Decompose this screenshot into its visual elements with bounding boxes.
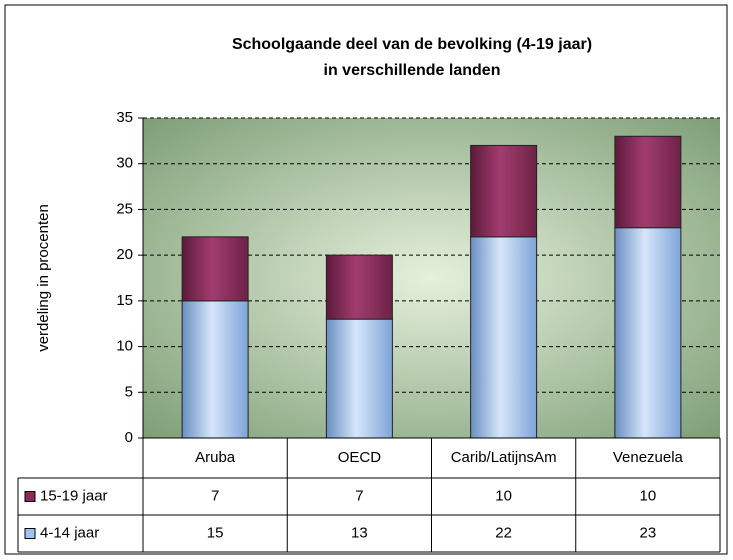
x-tick-label: Aruba [195,449,236,466]
table-value: 23 [640,524,657,541]
bar-segment [325,254,393,320]
y-tick-label: 5 [125,383,133,400]
bar-segment [181,300,249,439]
y-tick-label: 20 [116,246,133,263]
bar-segment [470,236,538,439]
x-tick-label: OECD [338,449,382,466]
bar-segment [614,135,682,229]
x-tick-label: Venezuela [613,449,684,466]
legend-key [24,528,36,539]
bar-segment [181,236,249,302]
table-value: 7 [355,487,363,504]
table-value: 7 [211,487,219,504]
table-value: 15 [207,524,224,541]
y-tick-label: 0 [125,429,133,446]
table-value: 22 [495,524,512,541]
y-tick-label: 35 [116,109,133,126]
chart-title: Schoolgaande deel van de bevolking (4-19… [232,36,592,53]
y-tick-label: 30 [116,155,133,172]
table-value: 10 [495,487,512,504]
bar-segment [325,318,393,439]
legend-label: 15-19 jaar [40,487,108,504]
y-tick-label: 25 [116,200,133,217]
table-value: 10 [640,487,657,504]
x-tick-label: Carib/LatijnsAm [451,449,557,466]
bar-segment [470,144,538,238]
y-axis-label: verdeling in procenten [35,204,52,352]
legend-key [24,491,36,502]
chart-title: in verschillende landen [324,62,501,79]
y-tick-label: 15 [116,292,133,309]
table-value: 13 [351,524,368,541]
y-tick-label: 10 [116,338,133,355]
bar-segment [614,227,682,439]
legend-label: 4-14 jaar [40,524,99,541]
